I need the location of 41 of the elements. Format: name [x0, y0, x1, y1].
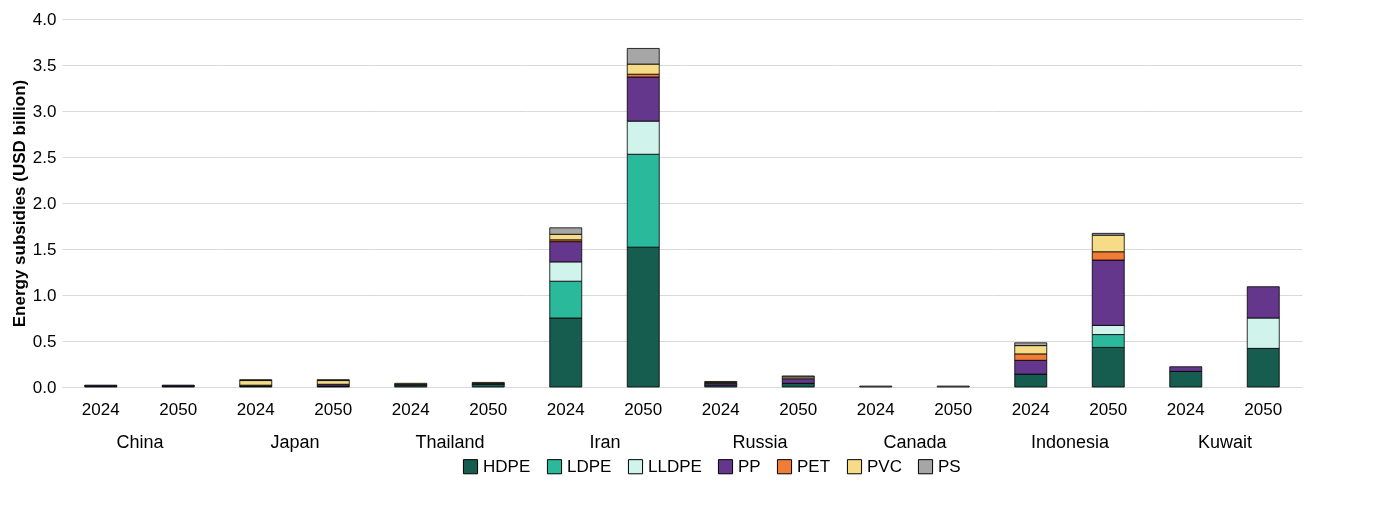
y-tick-label: 2.0 [32, 193, 57, 213]
x-tick-label: 2024 [81, 399, 120, 419]
legend-label: PS [938, 456, 961, 476]
legend-label: PP [738, 456, 761, 476]
x-tick-label: 2024 [391, 399, 430, 419]
x-tick-label: 2050 [159, 399, 198, 419]
x-tick-label: 2050 [469, 399, 508, 419]
x-tick-label: 2050 [1089, 399, 1128, 419]
y-tick-label: 2.5 [32, 147, 57, 167]
x-tick-label: 2050 [934, 399, 973, 419]
x-tick-label: 2050 [779, 399, 818, 419]
x-tick-label: 2024 [1166, 399, 1205, 419]
y-axis-title: Energy subsidies (USD billion) [9, 79, 29, 328]
y-tick-label: 0.5 [32, 331, 57, 351]
x-axis-title: China [116, 431, 165, 452]
y-tick-label: 4.0 [32, 9, 57, 29]
x-axis-title: Russia [732, 431, 789, 452]
x-tick-label: 2050 [624, 399, 663, 419]
x-tick-label: 2024 [1011, 399, 1050, 419]
legend-label: HDPE [483, 456, 531, 476]
legend-label: LDPE [567, 456, 612, 476]
x-axis-title: Iran [589, 431, 621, 452]
y-tick-label: 3.0 [32, 101, 57, 121]
x-axis-title: Thailand [415, 431, 485, 452]
x-axis-title: Indonesia [1030, 431, 1111, 452]
x-tick-label: 2024 [236, 399, 275, 419]
y-tick-label: 1.0 [32, 285, 57, 305]
legend-label: LLDPE [648, 456, 702, 476]
y-tick-label: 3.5 [32, 55, 57, 75]
y-tick-label: 1.5 [32, 239, 57, 259]
x-tick-label: 2050 [314, 399, 353, 419]
y-tick-label: 0.0 [32, 377, 57, 397]
legend-label: PVC [867, 456, 902, 476]
x-axis-title: Canada [883, 431, 948, 452]
x-tick-label: 2024 [546, 399, 585, 419]
x-axis-title: Kuwait [1197, 431, 1253, 452]
legend-label: PET [797, 456, 831, 476]
x-tick-label: 2050 [1244, 399, 1283, 419]
x-tick-label: 2024 [701, 399, 740, 419]
x-axis-title: Japan [270, 431, 320, 452]
x-tick-label: 2024 [856, 399, 895, 419]
